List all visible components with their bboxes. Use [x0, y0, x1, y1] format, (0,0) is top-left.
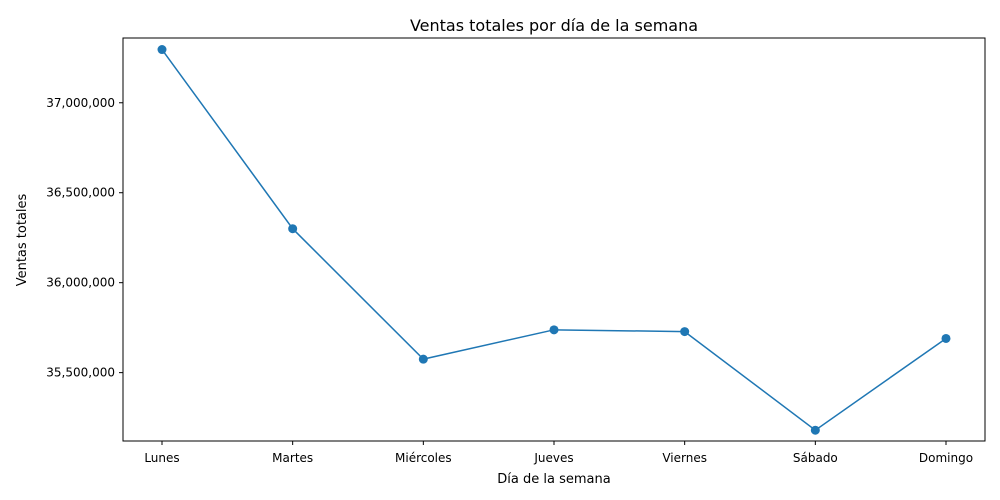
y-axis-label: Ventas totales: [15, 193, 30, 286]
x-tick-label: Lunes: [144, 451, 179, 465]
x-tick-label: Martes: [272, 451, 313, 465]
y-tick-label: 36,000,000: [46, 276, 115, 290]
y-axis: 35,500,000 36,000,000 36,500,000 37,000,000: [46, 96, 123, 380]
x-tick-label: Jueves: [533, 451, 573, 465]
data-point-martes: [288, 224, 298, 234]
series-line: [161, 49, 947, 432]
plot-frame: [122, 37, 986, 442]
x-axis-label: Día de la semana: [497, 472, 610, 487]
chart-title: Ventas totales por día de la semana: [410, 16, 698, 35]
x-tick-label: Sábado: [793, 451, 838, 465]
plot-area: [157, 45, 951, 435]
y-tick-label: 35,500,000: [46, 366, 115, 380]
x-tick-label: Domingo: [919, 451, 973, 465]
data-point-lunes: [157, 45, 167, 55]
data-point-domingo: [941, 333, 951, 343]
data-point-jueves: [549, 325, 559, 335]
y-tick-label: 36,500,000: [46, 186, 115, 200]
data-point-sábado: [810, 425, 820, 435]
data-point-miércoles: [418, 354, 428, 364]
data-point-viernes: [680, 327, 690, 337]
x-tick-label: Miércoles: [395, 451, 452, 465]
y-tick-label: 37,000,000: [46, 96, 115, 110]
x-tick-label: Viernes: [662, 451, 707, 465]
x-axis: Lunes Martes Miércoles Jueves Viernes Sábado D…: [144, 441, 973, 465]
